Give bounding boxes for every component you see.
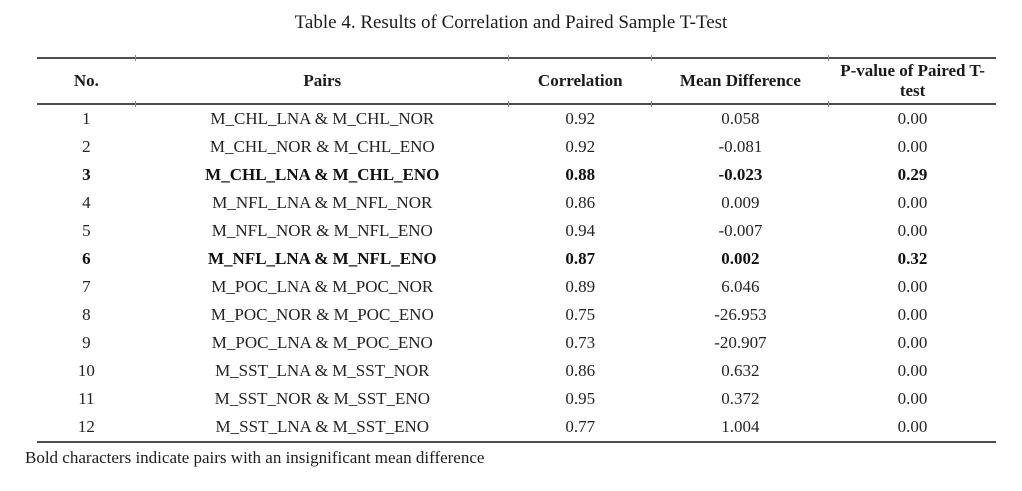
table-row: 10 M_SST_LNA & M_SST_NOR 0.86 0.632 0.00 <box>37 357 996 385</box>
cell-pairs: M_POC_LNA & M_POC_ENO <box>211 333 433 352</box>
cell-pairs: M_SST_LNA & M_SST_NOR <box>215 361 430 380</box>
cell-correlation: 0.88 <box>565 165 596 184</box>
cell-pairs: M_CHL_LNA & M_CHL_NOR <box>210 109 435 128</box>
cell-no: 6 <box>82 249 91 268</box>
cell-correlation: 0.73 <box>565 333 596 352</box>
cell-no: 1 <box>82 109 91 128</box>
cell-p-value: 0.00 <box>897 221 928 240</box>
cell-correlation: 0.86 <box>565 193 596 212</box>
cell-p-value: 0.29 <box>897 165 928 184</box>
cell-correlation: 0.92 <box>565 109 596 128</box>
column-header-p-value: P-value of Paired T-test <box>828 54 996 106</box>
cell-no: 8 <box>82 305 91 324</box>
cell-p-value: 0.00 <box>897 277 928 296</box>
column-header-pairs: Pairs <box>134 54 509 106</box>
cell-mean-difference: -26.953 <box>714 305 767 324</box>
cell-correlation: 0.87 <box>565 249 596 268</box>
cell-p-value: 0.00 <box>897 333 928 352</box>
cell-mean-difference: 1.004 <box>721 417 760 436</box>
cell-correlation: 0.95 <box>565 389 596 408</box>
table-row: 9 M_POC_LNA & M_POC_ENO 0.73 -20.907 0.0… <box>37 329 996 357</box>
table-row: 1 M_CHL_LNA & M_CHL_NOR 0.92 0.058 0.00 <box>37 104 996 133</box>
table-row: 5 M_NFL_NOR & M_NFL_ENO 0.94 -0.007 0.00 <box>37 217 996 245</box>
table-body: 1 M_CHL_LNA & M_CHL_NOR 0.92 0.058 0.00 … <box>37 104 996 442</box>
cell-no: 4 <box>82 193 91 212</box>
cell-mean-difference: -20.907 <box>714 333 767 352</box>
cell-no: 11 <box>78 389 95 408</box>
header-row: No. Pairs Correlation Mean Difference P-… <box>37 54 996 106</box>
cell-mean-difference: 6.046 <box>721 277 760 296</box>
table-row: 8 M_POC_NOR & M_POC_ENO 0.75 -26.953 0.0… <box>37 301 996 329</box>
table-row: 11 M_SST_NOR & M_SST_ENO 0.95 0.372 0.00 <box>37 385 996 413</box>
cell-pairs: M_POC_LNA & M_POC_NOR <box>211 277 434 296</box>
cell-p-value: 0.00 <box>897 137 928 156</box>
cell-mean-difference: -0.007 <box>718 221 763 240</box>
cell-pairs: M_NFL_LNA & M_NFL_ENO <box>208 249 437 268</box>
cell-pairs: M_POC_NOR & M_POC_ENO <box>210 305 434 324</box>
cell-pairs: M_SST_NOR & M_SST_ENO <box>214 389 430 408</box>
cell-mean-difference: -0.023 <box>718 165 763 184</box>
cell-no: 9 <box>82 333 91 352</box>
column-header-mean-difference: Mean Difference <box>650 54 830 106</box>
table-row: 12 M_SST_LNA & M_SST_ENO 0.77 1.004 0.00 <box>37 413 996 442</box>
cell-p-value: 0.32 <box>897 249 928 268</box>
cell-p-value: 0.00 <box>897 193 928 212</box>
results-table: No. Pairs Correlation Mean Difference P-… <box>37 54 996 443</box>
cell-p-value: 0.00 <box>897 109 928 128</box>
table-row: 7 M_POC_LNA & M_POC_NOR 0.89 6.046 0.00 <box>37 273 996 301</box>
cell-correlation: 0.86 <box>565 361 596 380</box>
cell-mean-difference: 0.058 <box>721 109 760 128</box>
cell-pairs: M_CHL_LNA & M_CHL_ENO <box>205 165 440 184</box>
cell-mean-difference: 0.009 <box>721 193 760 212</box>
column-header-no: No. <box>37 58 136 105</box>
cell-no: 3 <box>82 165 91 184</box>
column-header-correlation: Correlation <box>507 54 652 106</box>
cell-no: 5 <box>82 221 91 240</box>
cell-correlation: 0.75 <box>565 305 596 324</box>
cell-p-value: 0.00 <box>897 361 928 380</box>
cell-mean-difference: 0.002 <box>721 249 760 268</box>
cell-pairs: M_SST_LNA & M_SST_ENO <box>215 417 430 436</box>
cell-p-value: 0.00 <box>897 417 928 436</box>
cell-pairs: M_NFL_LNA & M_NFL_NOR <box>212 193 433 212</box>
cell-mean-difference: 0.372 <box>721 389 760 408</box>
cell-p-value: 0.00 <box>897 305 928 324</box>
cell-correlation: 0.94 <box>565 221 596 240</box>
table-row: 6 M_NFL_LNA & M_NFL_ENO 0.87 0.002 0.32 <box>37 245 996 273</box>
cell-pairs: M_CHL_NOR & M_CHL_ENO <box>209 137 435 156</box>
cell-correlation: 0.77 <box>565 417 596 436</box>
cell-correlation: 0.89 <box>565 277 596 296</box>
cell-no: 12 <box>77 417 95 436</box>
cell-no: 7 <box>82 277 91 296</box>
cell-p-value: 0.00 <box>897 389 928 408</box>
cell-no: 2 <box>82 137 91 156</box>
cell-no: 10 <box>77 361 95 380</box>
table-footnote: Bold characters indicate pairs with an i… <box>25 448 485 467</box>
table-row: 2 M_CHL_NOR & M_CHL_ENO 0.92 -0.081 0.00 <box>37 133 996 161</box>
cell-mean-difference: 0.632 <box>721 361 760 380</box>
cell-mean-difference: -0.081 <box>718 137 763 156</box>
cell-correlation: 0.92 <box>565 137 596 156</box>
cell-pairs: M_NFL_NOR & M_NFL_ENO <box>211 221 433 240</box>
table-caption: Table 4. Results of Correlation and Pair… <box>294 12 728 33</box>
table-row: 3 M_CHL_LNA & M_CHL_ENO 0.88 -0.023 0.29 <box>37 161 996 189</box>
table-row: 4 M_NFL_LNA & M_NFL_NOR 0.86 0.009 0.00 <box>37 189 996 217</box>
